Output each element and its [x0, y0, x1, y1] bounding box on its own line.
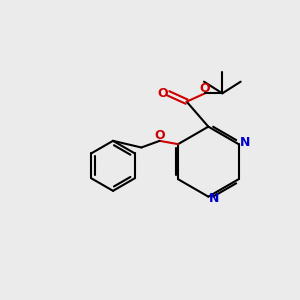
Text: N: N	[239, 136, 250, 149]
Text: O: O	[157, 87, 168, 100]
Text: O: O	[154, 129, 165, 142]
Text: N: N	[209, 192, 220, 205]
Text: O: O	[200, 82, 210, 94]
